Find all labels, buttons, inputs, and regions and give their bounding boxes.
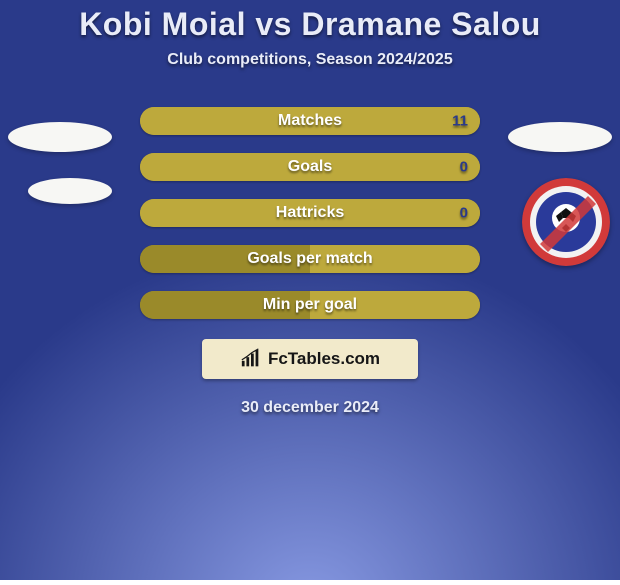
stat-bar: Matches 11: [140, 107, 480, 135]
stat-bar: Goals per match: [140, 245, 480, 273]
stat-row: Matches 11: [0, 107, 620, 135]
site-attribution[interactable]: FcTables.com: [202, 339, 418, 379]
stat-row: Min per goal: [0, 291, 620, 319]
site-name: FcTables.com: [268, 349, 380, 369]
stat-label: Min per goal: [263, 296, 357, 314]
stat-label: Hattricks: [276, 204, 344, 222]
stat-row: Goals 0: [0, 153, 620, 181]
bar-chart-icon: [240, 348, 262, 370]
page-title: Kobi Moial vs Dramane Salou: [79, 6, 541, 43]
stat-value-right: 0: [460, 205, 468, 222]
stat-label: Goals: [288, 158, 332, 176]
stat-bar: Goals 0: [140, 153, 480, 181]
stats-area: Matches 11 Goals 0 Hattricks 0 Goals per match…: [0, 107, 620, 337]
page-subtitle: Club competitions, Season 2024/2025: [167, 51, 452, 69]
stat-bar: Hattricks 0: [140, 199, 480, 227]
stat-label: Goals per match: [247, 250, 372, 268]
stat-row: Hattricks 0: [0, 199, 620, 227]
date-label: 30 december 2024: [241, 399, 379, 417]
stat-value-right: 0: [460, 159, 468, 176]
stat-value-right: 11: [452, 113, 468, 130]
stat-label: Matches: [278, 112, 342, 130]
stat-row: Goals per match: [0, 245, 620, 273]
stat-bar: Min per goal: [140, 291, 480, 319]
